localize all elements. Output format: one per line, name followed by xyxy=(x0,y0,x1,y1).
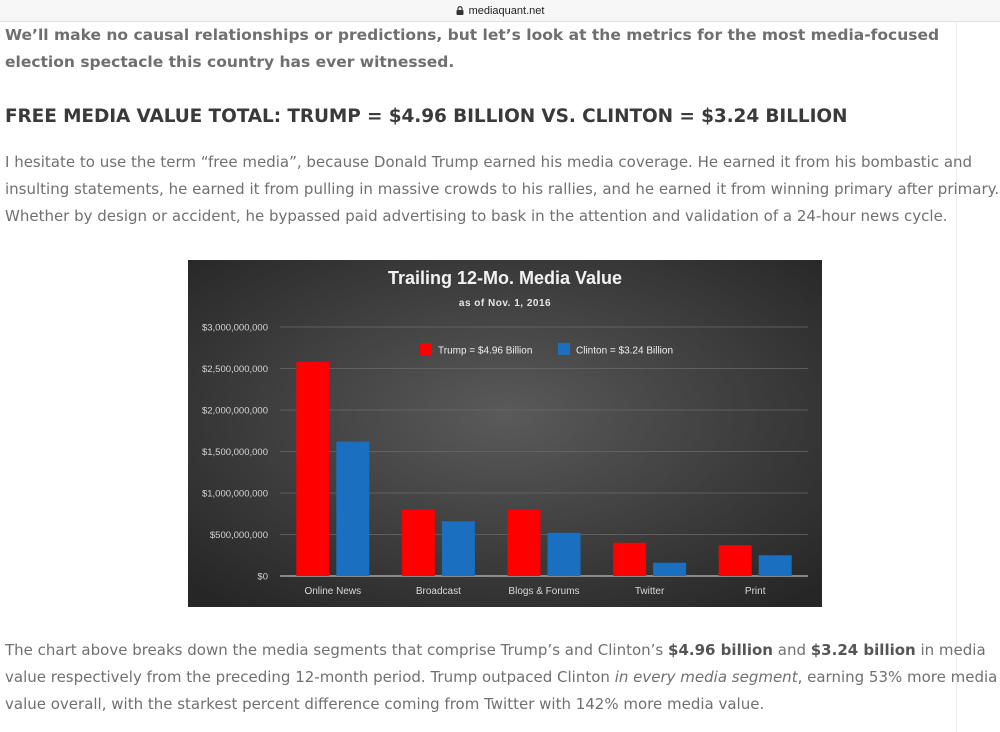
legend-swatch-trump xyxy=(420,343,432,355)
trump-total-bold: $4.96 billion xyxy=(668,641,773,659)
chart-title: Trailing 12-Mo. Media Value xyxy=(388,268,622,288)
y-tick-label: $0 xyxy=(257,572,268,583)
bar-trump xyxy=(296,361,330,576)
y-tick-label: $3,000,000,000 xyxy=(202,323,268,334)
x-category-label: Online News xyxy=(304,586,361,597)
intro-text: We’ll make no causal relationships or pr… xyxy=(5,26,940,71)
bar-trump xyxy=(401,509,435,576)
x-category-label: Broadcast xyxy=(416,586,461,597)
bar-clinton xyxy=(547,532,581,576)
x-category-label: Twitter xyxy=(635,586,665,597)
y-tick-label: $500,000,000 xyxy=(210,530,268,541)
y-tick-label: $1,000,000,000 xyxy=(202,489,268,500)
summary-text-2: and xyxy=(772,641,811,659)
paragraph-free-media: I hesitate to use the term “free media”,… xyxy=(5,153,1000,225)
every-segment-italic: in every media segment xyxy=(614,668,798,686)
chart-background xyxy=(188,260,822,607)
bar-trump xyxy=(718,545,752,576)
bar-trump xyxy=(507,509,541,576)
bar-clinton xyxy=(653,562,687,576)
summary-text-1: The chart above breaks down the media se… xyxy=(5,641,669,659)
media-value-chart: Trailing 12-Mo. Media Value as of Nov. 1,… xyxy=(188,260,822,607)
y-tick-label: $1,500,000,000 xyxy=(202,447,268,458)
bar-trump xyxy=(613,542,647,576)
browser-address-bar[interactable]: mediaquant.net xyxy=(0,0,1000,22)
chart-subtitle: as of Nov. 1, 2016 xyxy=(459,298,551,309)
summary-text-3: in media value respectively from the pre… xyxy=(5,641,986,686)
url-text: mediaquant.net xyxy=(468,4,545,17)
x-category-label: Blogs & Forums xyxy=(508,586,579,597)
x-category-label: Print xyxy=(745,586,766,597)
clinton-total-bold: $3.24 billion xyxy=(810,641,916,659)
lock-icon xyxy=(456,6,464,15)
summary-text-4: , earning 53% more media value overall, … xyxy=(5,668,998,713)
legend-label-trump: Trump = $4.96 Billion xyxy=(438,346,532,357)
legend-label-clinton: Clinton = $3.24 Billion xyxy=(576,346,673,357)
y-tick-label: $2,000,000,000 xyxy=(202,406,268,417)
paragraph-chart-summary: The chart above breaks down the media se… xyxy=(5,637,1000,718)
bar-clinton xyxy=(336,441,370,576)
page-edge-divider xyxy=(956,22,957,732)
chart-svg: Trailing 12-Mo. Media Value as of Nov. 1,… xyxy=(188,260,822,607)
y-tick-label: $2,500,000,000 xyxy=(202,364,268,375)
legend-swatch-clinton xyxy=(558,343,570,355)
bar-clinton xyxy=(441,521,475,576)
section-headline: FREE MEDIA VALUE TOTAL: TRUMP = $4.96 BI… xyxy=(5,106,848,127)
bar-clinton xyxy=(758,555,792,576)
